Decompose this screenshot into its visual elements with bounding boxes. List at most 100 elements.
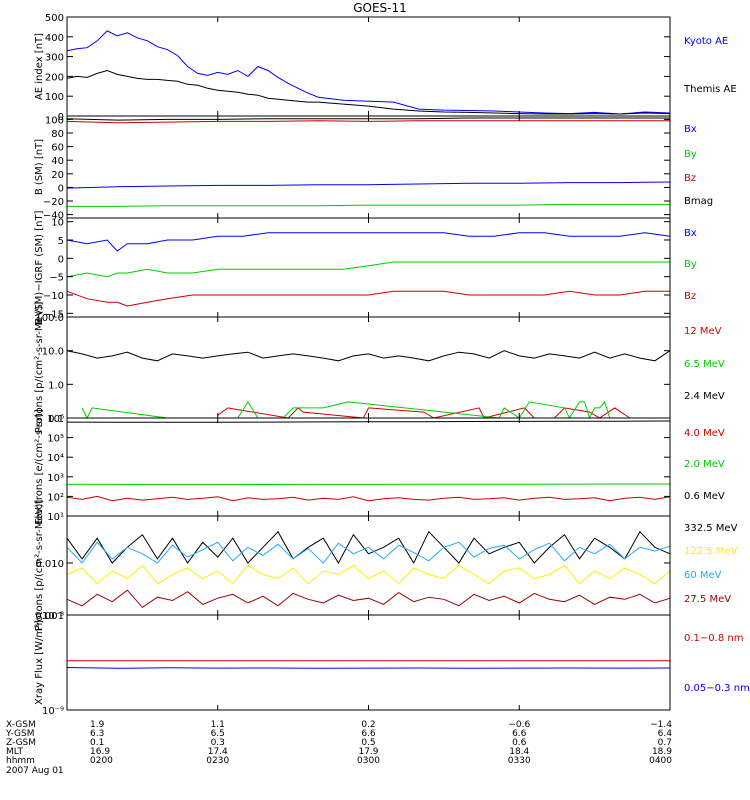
y-tick-label: 300 bbox=[45, 53, 64, 64]
y-tick-label: 200 bbox=[45, 72, 64, 83]
series-line-by bbox=[66, 261, 670, 278]
legend-label: 0.05−0.3 nm bbox=[684, 683, 750, 694]
series-line-kyoto-ae bbox=[66, 30, 671, 115]
series-line-0-05-0-3-nm bbox=[66, 667, 671, 669]
y-tick-label: 10⁵ bbox=[47, 434, 64, 445]
legend-label: 27.5 MeV bbox=[684, 594, 731, 605]
y-tick-label: 10⁻⁸ bbox=[42, 611, 64, 622]
legend-label: 332.5 MeV bbox=[684, 523, 738, 534]
panel-frame bbox=[66, 316, 671, 419]
legend-label: 4.0 MeV bbox=[684, 428, 725, 439]
y-tick-label: 400 bbox=[45, 33, 64, 44]
legend-label: Bx bbox=[684, 228, 697, 239]
panel-2: Bx By Bz Bmag −40 −20 0 20 40 60 80 100 B (SM) [nT] bbox=[34, 115, 713, 221]
y-axis-label: Protons [p/(cm²-s-sr-MeV)] bbox=[34, 500, 45, 632]
date-label: 2007 Aug 01 bbox=[6, 766, 64, 776]
y-tick-label: 0.010 bbox=[35, 559, 64, 570]
y-tick-label: −5 bbox=[49, 273, 64, 284]
axis-row-value: 0.3 bbox=[211, 738, 225, 748]
axis-row-value: 17.9 bbox=[358, 747, 378, 757]
y-axis-label: B (SM)−IGRF (SM) [nT] bbox=[34, 210, 45, 324]
panel-frame bbox=[66, 115, 671, 219]
axis-row-label: MLT bbox=[6, 747, 24, 757]
series-line-2-4-mev bbox=[66, 350, 671, 362]
series-line-4-0-mev bbox=[66, 495, 671, 502]
series-line-by bbox=[67, 203, 670, 207]
panel-6: 332.5 MeV 122.5 MeV 60 MeV 27.5 MeV 0.001 0.0… bbox=[34, 500, 738, 632]
series-line-12-mev bbox=[217, 407, 631, 419]
panel-frame bbox=[66, 515, 671, 616]
axis-row-value: 6.6 bbox=[361, 729, 376, 739]
series-line-2-0-mev bbox=[66, 483, 670, 486]
legend-label: 0.6 MeV bbox=[684, 491, 725, 502]
y-tick-label: 10⁻⁹ bbox=[42, 706, 64, 717]
axis-row-value: 6.6 bbox=[512, 729, 527, 739]
y-tick-label: −40 bbox=[43, 211, 64, 222]
y-tick-label: 10⁶ bbox=[47, 414, 64, 425]
y-tick-label: 0.001 bbox=[35, 611, 64, 622]
axis-row-value: 17.4 bbox=[208, 747, 228, 757]
y-tick-label: 100.0 bbox=[35, 313, 64, 324]
axis-row-value: 0200 bbox=[90, 756, 113, 766]
y-tick-label: −10 bbox=[43, 291, 64, 302]
series-line-332-5-mev bbox=[66, 530, 671, 565]
axis-row-label: Y-GSM bbox=[5, 729, 34, 739]
y-tick-label: 60 bbox=[51, 143, 64, 154]
y-tick-label: 10⁴ bbox=[47, 453, 64, 464]
legend-label: Bz bbox=[684, 291, 696, 302]
legend-label: 12 MeV bbox=[684, 326, 722, 337]
axis-row-value: 0.2 bbox=[361, 720, 375, 730]
y-tick-label: 0.1 bbox=[48, 414, 64, 425]
y-tick-label: 10 bbox=[51, 218, 64, 229]
axis-row-label: X-GSM bbox=[6, 720, 36, 730]
axis-row-value: 6.3 bbox=[90, 729, 104, 739]
legend-label: Bx bbox=[684, 124, 697, 135]
legend-label: Kyoto AE bbox=[684, 36, 728, 47]
axis-row-value: −1.4 bbox=[650, 720, 672, 730]
legend-label: 6.5 MeV bbox=[684, 359, 725, 370]
axis-row-label: Z-GSM bbox=[6, 738, 36, 748]
series-line-themis-ae bbox=[66, 69, 671, 115]
axis-row-value: 16.9 bbox=[90, 747, 110, 757]
y-tick-label: −15 bbox=[43, 309, 64, 320]
axis-row-value: 0230 bbox=[206, 756, 229, 766]
series-line-122-5-mev bbox=[66, 564, 671, 585]
panel-4: 12 MeV 6.5 MeV 2.4 MeV 0.1 1.0 10.0 100.0Proto… bbox=[34, 302, 725, 434]
plot-title: GOES-11 bbox=[353, 1, 407, 15]
series-line-bz bbox=[66, 120, 670, 124]
axis-row-value: 1.9 bbox=[90, 720, 105, 730]
axis-row-value: 1.1 bbox=[211, 720, 225, 730]
axis-row-label: hhmm bbox=[6, 756, 35, 766]
y-axis-label: Protons [p/(cm²-s-sr-MeV)] bbox=[34, 302, 45, 434]
axis-row-value: 0300 bbox=[357, 756, 380, 766]
y-tick-label: 10¹ bbox=[47, 512, 64, 523]
axis-row-value: 18.4 bbox=[509, 747, 529, 757]
y-tick-label: 10³ bbox=[47, 473, 64, 484]
axis-row-value: 0400 bbox=[649, 756, 672, 766]
series-line-bx bbox=[66, 181, 671, 189]
y-tick-label: 100 bbox=[45, 92, 64, 103]
legend-label: 0.1−0.8 nm bbox=[684, 633, 743, 644]
axis-row-value: −0.6 bbox=[508, 720, 530, 730]
legend-label: 2.0 MeV bbox=[684, 459, 725, 470]
series-line-27-5-mev bbox=[66, 589, 671, 609]
series-line-60-mev bbox=[66, 541, 671, 564]
axis-row-value: 0.6 bbox=[512, 738, 527, 748]
y-tick-label: 80 bbox=[51, 129, 64, 140]
legend-label: 122.5 MeV bbox=[684, 546, 738, 557]
y-tick-label: 20 bbox=[51, 170, 64, 181]
axis-row-value: 18.9 bbox=[652, 747, 672, 757]
series-line-bz bbox=[66, 290, 670, 307]
legend-label: By bbox=[684, 149, 697, 160]
axis-row-value: 0.5 bbox=[361, 738, 375, 748]
axis-row-value: 0330 bbox=[508, 756, 531, 766]
y-tick-label: 0 bbox=[58, 254, 64, 265]
series-line-bx bbox=[66, 232, 671, 252]
axis-row-value: 6.4 bbox=[658, 729, 673, 739]
y-tick-label: 1.0 bbox=[48, 380, 64, 391]
y-axis-label: Electrons [e/(cm²-s-sr)] bbox=[34, 409, 45, 525]
y-axis-label: Xray Flux [W/m²] bbox=[34, 620, 45, 705]
